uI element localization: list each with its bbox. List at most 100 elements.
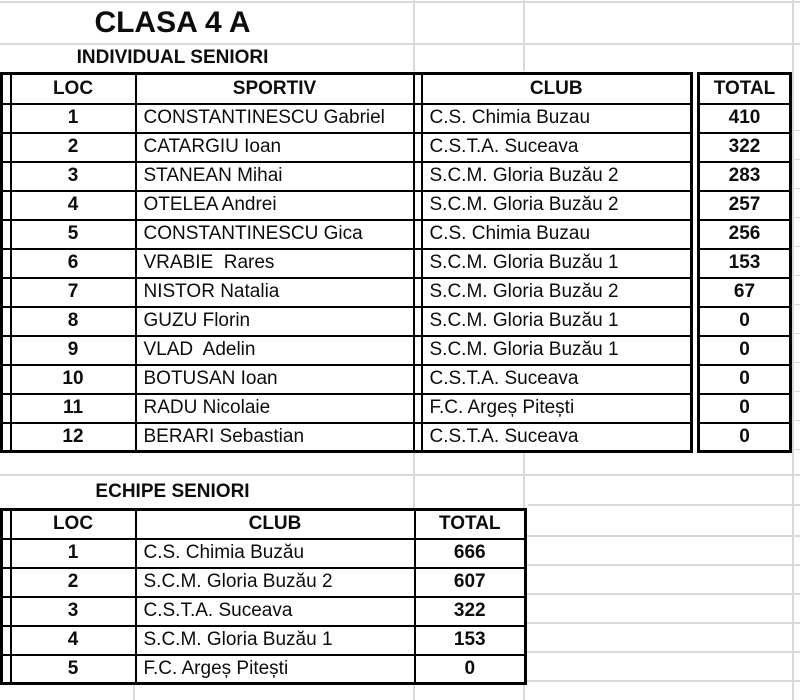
- loc-cell[interactable]: 6: [9, 247, 137, 279]
- loc-cell[interactable]: 9: [9, 334, 137, 366]
- table-row: 6 VRABIE Rares S.C.M. Gloria Buzău 1: [0, 247, 693, 279]
- loc-cell[interactable]: 3: [9, 595, 137, 627]
- gridline-v: [133, 683, 135, 700]
- club-cell[interactable]: F.C. Argeș Pitești: [134, 653, 416, 685]
- club-cell[interactable]: C.S. Chimia Buzău: [134, 537, 416, 569]
- individual-total-column: TOTAL 410 322 283 257 256 153 67 0 0 0 0…: [697, 72, 792, 453]
- col-header-club[interactable]: CLUB: [134, 508, 416, 540]
- gridline-h: [526, 680, 800, 682]
- total-cell[interactable]: 153: [413, 624, 527, 656]
- loc-cell[interactable]: 4: [9, 624, 137, 656]
- club-cell[interactable]: S.C.M. Gloria Buzău 2: [420, 160, 693, 192]
- total-cell[interactable]: 257: [697, 189, 792, 221]
- total-cell[interactable]: 0: [697, 305, 792, 337]
- sportiv-cell[interactable]: RADU Nicolaie: [134, 392, 415, 424]
- sportiv-cell[interactable]: STANEAN Mihai: [134, 160, 415, 192]
- total-cell[interactable]: 0: [697, 392, 792, 424]
- loc-cell[interactable]: 8: [9, 305, 137, 337]
- loc-cell[interactable]: 4: [9, 189, 137, 221]
- total-cell[interactable]: 666: [413, 537, 527, 569]
- spacer-cell: [412, 276, 423, 308]
- edge-cell: [0, 421, 12, 453]
- loc-cell[interactable]: 2: [9, 131, 137, 163]
- loc-cell[interactable]: 1: [9, 537, 137, 569]
- table-row: 8 GUZU Florin S.C.M. Gloria Buzău 1: [0, 305, 693, 337]
- edge-cell: [0, 595, 12, 627]
- col-header-total[interactable]: TOTAL: [413, 508, 527, 540]
- club-cell[interactable]: C.S.T.A. Suceava: [420, 363, 693, 395]
- club-cell[interactable]: S.C.M. Gloria Buzău 1: [420, 247, 693, 279]
- table-row: 11 RADU Nicolaie F.C. Argeș Pitești: [0, 392, 693, 424]
- club-cell[interactable]: C.S.T.A. Suceava: [420, 131, 693, 163]
- sportiv-cell[interactable]: OTELEA Andrei: [134, 189, 415, 221]
- table-row: 4 OTELEA Andrei S.C.M. Gloria Buzău 2: [0, 189, 693, 221]
- club-cell[interactable]: C.S.T.A. Suceava: [134, 595, 416, 627]
- total-cell[interactable]: 256: [697, 218, 792, 250]
- total-cell[interactable]: 322: [413, 595, 527, 627]
- sportiv-cell[interactable]: GUZU Florin: [134, 305, 415, 337]
- gridline-h: [526, 651, 800, 653]
- col-header-total[interactable]: TOTAL: [697, 72, 792, 105]
- gridline-h: [0, 43, 800, 45]
- loc-cell[interactable]: 5: [9, 653, 137, 685]
- loc-cell[interactable]: 10: [9, 363, 137, 395]
- col-header-loc[interactable]: LOC: [9, 72, 137, 105]
- sportiv-cell[interactable]: CONSTANTINESCU Gabriel: [134, 102, 415, 134]
- edge-cell: [0, 653, 12, 685]
- total-cell[interactable]: 410: [697, 102, 792, 134]
- loc-cell[interactable]: 11: [9, 392, 137, 424]
- gridline-v: [413, 452, 415, 508]
- edge-cell: [0, 334, 12, 366]
- loc-cell[interactable]: 1: [9, 102, 137, 134]
- edge-cell: [0, 392, 12, 424]
- loc-cell[interactable]: 5: [9, 218, 137, 250]
- table-row: 322: [697, 131, 792, 163]
- total-cell[interactable]: 322: [697, 131, 792, 163]
- sportiv-cell[interactable]: VRABIE Rares: [134, 247, 415, 279]
- total-cell[interactable]: 0: [697, 334, 792, 366]
- club-cell[interactable]: C.S. Chimia Buzau: [420, 218, 693, 250]
- sportiv-cell[interactable]: CATARGIU Ioan: [134, 131, 415, 163]
- gridline-h: [528, 504, 800, 506]
- total-cell[interactable]: 67: [697, 276, 792, 308]
- total-cell[interactable]: 607: [413, 566, 527, 598]
- club-cell[interactable]: S.C.M. Gloria Buzău 1: [134, 624, 416, 656]
- loc-cell[interactable]: 12: [9, 421, 137, 453]
- loc-cell[interactable]: 7: [9, 276, 137, 308]
- club-cell[interactable]: S.C.M. Gloria Buzău 2: [420, 189, 693, 221]
- edge-cell: [0, 537, 12, 569]
- sportiv-cell[interactable]: BOTUSAN Ioan: [134, 363, 415, 395]
- echipe-header-row: LOC CLUB TOTAL: [0, 508, 527, 540]
- gridline-h: [526, 535, 800, 537]
- table-row: 3 C.S.T.A. Suceava 322: [0, 595, 527, 627]
- table-row: 2 S.C.M. Gloria Buzău 2 607: [0, 566, 527, 598]
- table-row: 0: [697, 334, 792, 366]
- table-row: 5 F.C. Argeș Pitești 0: [0, 653, 527, 685]
- club-cell[interactable]: S.C.M. Gloria Buzău 1: [420, 334, 693, 366]
- total-cell[interactable]: 0: [697, 363, 792, 395]
- club-cell[interactable]: S.C.M. Gloria Buzău 1: [420, 305, 693, 337]
- col-header-sportiv[interactable]: SPORTIV: [134, 72, 415, 105]
- table-row: 1 CONSTANTINESCU Gabriel C.S. Chimia Buz…: [0, 102, 693, 134]
- loc-cell[interactable]: 2: [9, 566, 137, 598]
- section-individual-title: INDIVIDUAL SENIORI: [76, 47, 269, 68]
- club-cell[interactable]: F.C. Argeș Pitești: [420, 392, 693, 424]
- sportiv-cell[interactable]: CONSTANTINESCU Gica: [134, 218, 415, 250]
- sportiv-cell[interactable]: NISTOR Natalia: [134, 276, 415, 308]
- total-cell[interactable]: 283: [697, 160, 792, 192]
- gridline-row-stubs: [790, 102, 800, 450]
- col-header-loc[interactable]: LOC: [9, 508, 137, 540]
- spacer-cell: [412, 247, 423, 279]
- loc-cell[interactable]: 3: [9, 160, 137, 192]
- total-cell[interactable]: 0: [413, 653, 527, 685]
- club-cell[interactable]: C.S.T.A. Suceava: [420, 421, 693, 453]
- club-cell[interactable]: C.S. Chimia Buzau: [420, 102, 693, 134]
- total-cell[interactable]: 0: [697, 421, 792, 453]
- club-cell[interactable]: S.C.M. Gloria Buzău 2: [420, 276, 693, 308]
- sportiv-cell[interactable]: BERARI Sebastian: [134, 421, 415, 453]
- total-cell[interactable]: 153: [697, 247, 792, 279]
- edge-cell: [0, 131, 12, 163]
- col-header-club[interactable]: CLUB: [420, 72, 693, 105]
- sportiv-cell[interactable]: VLAD Adelin: [134, 334, 415, 366]
- club-cell[interactable]: S.C.M. Gloria Buzău 2: [134, 566, 416, 598]
